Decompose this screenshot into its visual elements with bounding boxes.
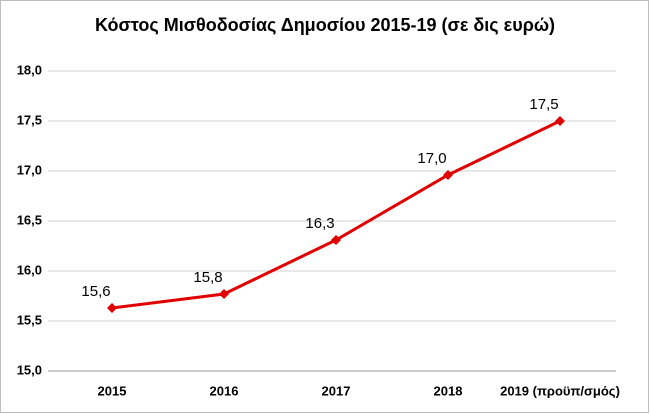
x-tick-label: 2016 xyxy=(210,383,239,398)
data-label: 16,3 xyxy=(305,215,334,232)
data-label: 17,0 xyxy=(417,150,446,167)
y-tick-label: 16,0 xyxy=(17,262,42,277)
x-tick-label: 2019 (προϋπ/σμός) xyxy=(500,383,620,398)
y-tick-label: 17,5 xyxy=(17,112,42,127)
y-tick-label: 17,0 xyxy=(17,162,42,177)
data-label: 15,6 xyxy=(81,283,110,300)
point-marker xyxy=(107,303,117,313)
point-marker xyxy=(555,116,565,126)
point-marker xyxy=(219,289,229,299)
y-tick-label: 16,5 xyxy=(17,212,42,227)
data-label: 17,5 xyxy=(529,96,558,113)
x-tick-label: 2017 xyxy=(322,383,351,398)
y-tick-label: 15,5 xyxy=(17,312,42,327)
chart-title: Κόστος Μισθοδοσίας Δημοσίου 2015-19 (σε … xyxy=(95,15,555,35)
data-label: 15,8 xyxy=(193,269,222,286)
y-tick-label: 18,0 xyxy=(17,62,42,77)
y-tick-label: 15,0 xyxy=(17,362,42,377)
x-tick-label: 2018 xyxy=(434,383,463,398)
point-marker xyxy=(443,170,453,180)
x-tick-label: 2015 xyxy=(98,383,127,398)
point-marker xyxy=(331,235,341,245)
